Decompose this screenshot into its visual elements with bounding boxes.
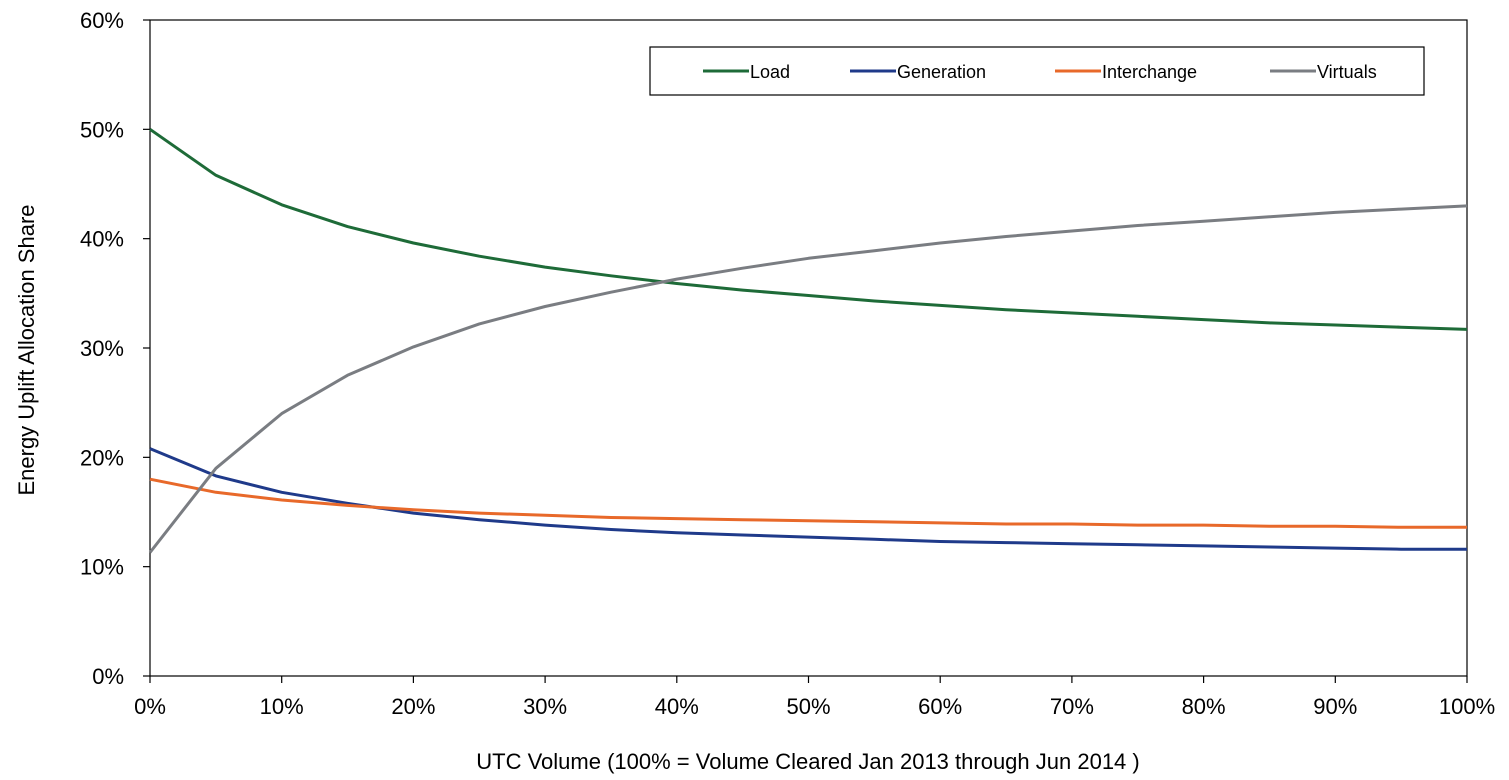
y-tick-label: 60% — [80, 8, 124, 33]
series-line-interchange — [149, 477, 1467, 529]
x-tick-label: 30% — [523, 694, 567, 719]
x-tick-label: 90% — [1313, 694, 1357, 719]
legend: Load Generation Interchange Virtuals — [649, 46, 1425, 96]
legend-label-load: Load — [750, 62, 790, 82]
x-tick-label: 70% — [1050, 694, 1094, 719]
y-tick-label: 20% — [80, 445, 124, 470]
x-tick-label: 10% — [260, 694, 304, 719]
x-tick-label: 60% — [918, 694, 962, 719]
x-tick-label: 50% — [786, 694, 830, 719]
y-tick-label: 40% — [80, 227, 124, 252]
y-tick-label: 30% — [80, 336, 124, 361]
legend-label-generation: Generation — [897, 62, 986, 82]
x-axis-ticks: 0% 10% 20% 30% 40% 50% 60% 70% 80% 90% 100% — [134, 676, 1495, 719]
x-tick-label: 20% — [391, 694, 435, 719]
x-axis-title: UTC Volume (100% = Volume Cleared Jan 20… — [476, 749, 1139, 774]
y-axis-title: Energy Uplift Allocation Share — [14, 204, 39, 495]
x-tick-label: 0% — [134, 694, 166, 719]
legend-label-virtuals: Virtuals — [1317, 62, 1377, 82]
x-tick-label: 40% — [655, 694, 699, 719]
y-tick-label: 50% — [80, 117, 124, 142]
series-line-virtuals — [148, 204, 1468, 554]
series-line-load — [149, 128, 1468, 331]
legend-label-interchange: Interchange — [1102, 62, 1197, 82]
y-axis-ticks: 0% 10% 20% 30% 40% 50% 60% — [80, 8, 150, 689]
series-layer — [148, 128, 1468, 554]
x-tick-label: 100% — [1439, 694, 1495, 719]
x-tick-label: 80% — [1182, 694, 1226, 719]
y-tick-label: 10% — [80, 555, 124, 580]
legend-items: Load Generation Interchange Virtuals — [703, 62, 1377, 82]
y-tick-label: 0% — [92, 664, 124, 689]
